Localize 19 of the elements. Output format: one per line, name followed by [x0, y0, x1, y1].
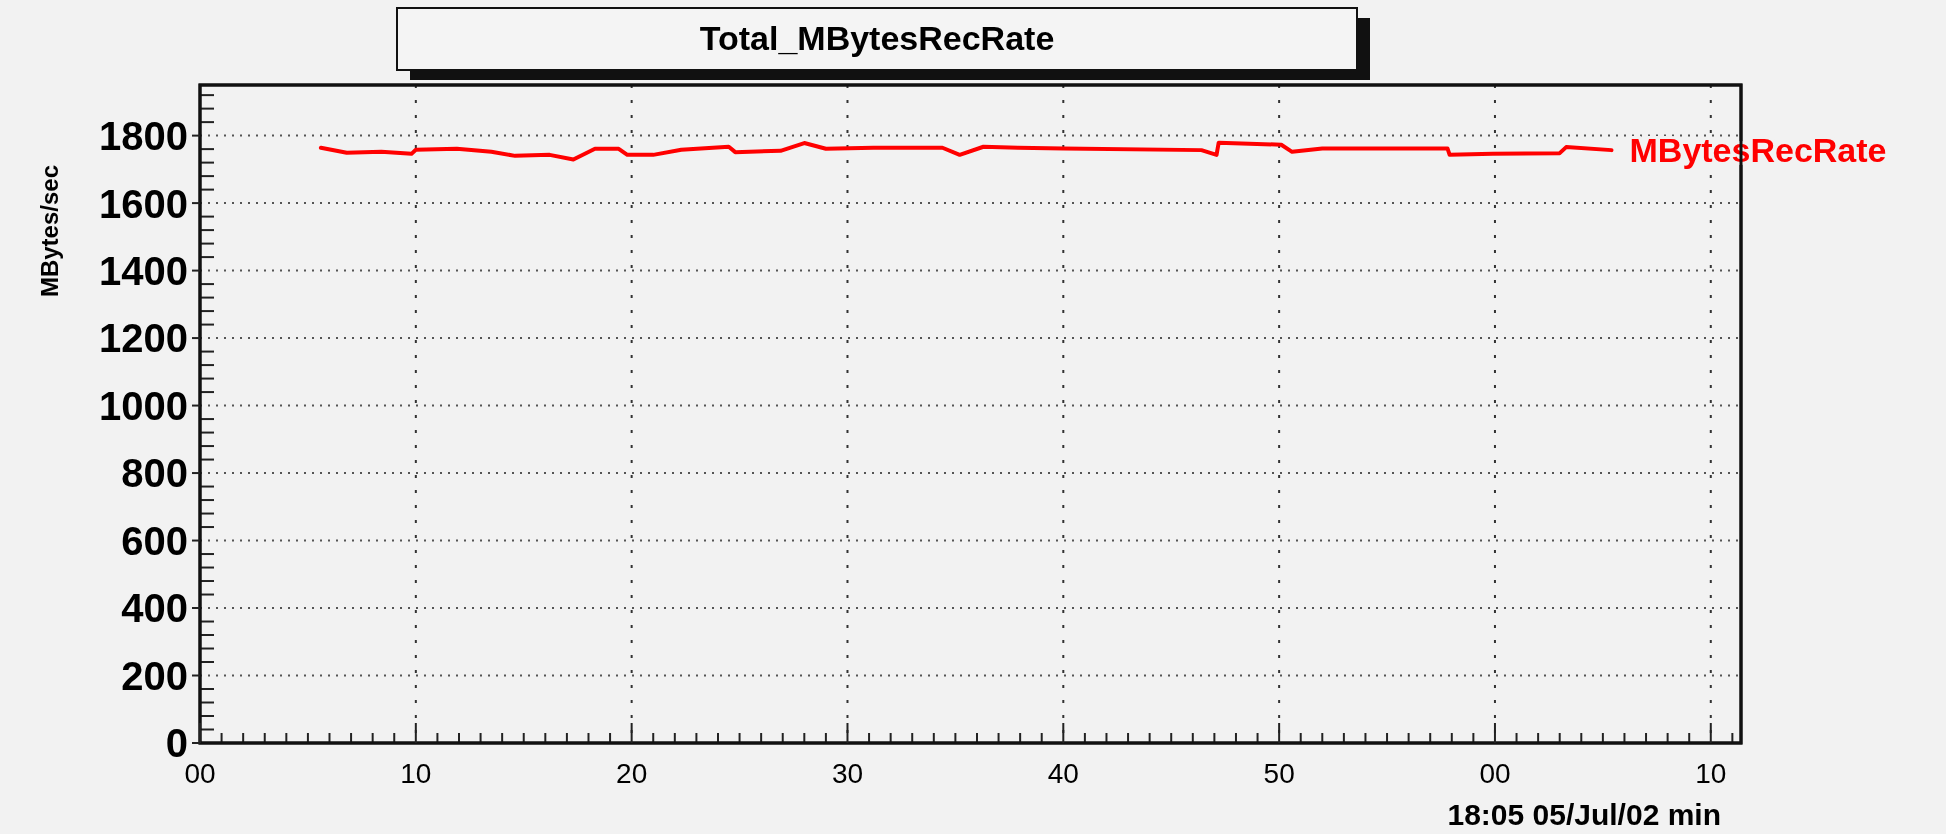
- x-tick-label: 30: [831, 758, 864, 789]
- y-tick-label: 1000: [99, 383, 188, 428]
- y-tick-label: 200: [121, 653, 188, 698]
- x-tick-label: 10: [400, 758, 432, 789]
- y-axis-title: MBytes/sec: [36, 165, 63, 298]
- x-tick-label: 20: [616, 758, 648, 789]
- chart-title: Total_MBytesRecRate: [699, 19, 1055, 57]
- x-tick-label: 40: [1047, 758, 1079, 789]
- x-tick-label: 50: [1263, 758, 1295, 789]
- y-tick-label: 1200: [99, 316, 188, 361]
- y-tick-label: 800: [121, 451, 188, 496]
- y-tick-label: 1600: [99, 181, 188, 226]
- x-tick-label: 00: [1479, 758, 1511, 789]
- x-axis-title: 18:05 05/Jul/02 min: [1447, 798, 1721, 831]
- y-tick-label: 400: [121, 586, 188, 631]
- y-tick-label: 1800: [99, 114, 188, 159]
- x-tick-label: 10: [1695, 758, 1727, 789]
- y-tick-label: 1400: [99, 248, 188, 293]
- y-tick-label: 600: [121, 518, 188, 563]
